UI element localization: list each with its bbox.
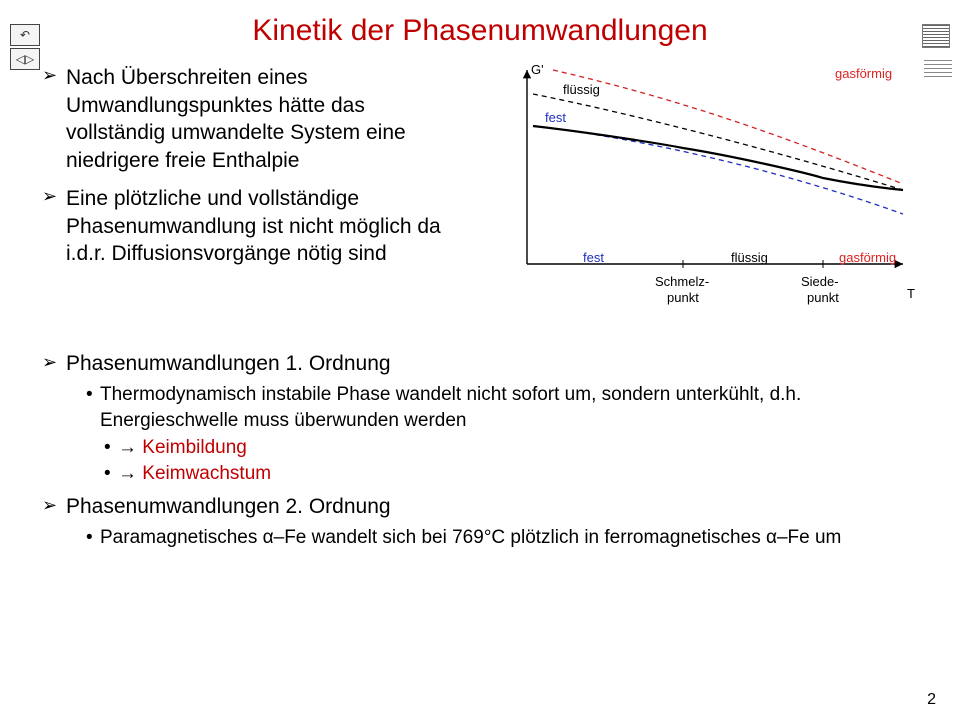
lbl-gas-top: gasförmig (835, 66, 892, 81)
keim2: Keimwachstum (142, 463, 271, 484)
page-title: Kinetik der Phasenumwandlungen (0, 14, 960, 48)
lbl-fest-bottom: fest (583, 250, 604, 265)
axis-x-label: T (907, 286, 915, 301)
lines-icon (924, 60, 952, 80)
bullet-1: Nach Überschreiten eines Umwandlungspunk… (46, 64, 466, 175)
ord2-heading: Phasenumwandlungen 2. Ordnung (66, 495, 391, 518)
nav-leftright-icon[interactable]: ◁▷ (10, 48, 40, 70)
axis-y-label: G' (531, 62, 544, 77)
keim1-arrow: → (118, 437, 142, 458)
ord2-sub: Paramagnetisches α–Fe wandelt sich bei 7… (86, 525, 920, 551)
lbl-fluessig-top: flüssig (563, 82, 600, 97)
tick2-label-bot: punkt (807, 290, 839, 305)
tick2-label-top: Siede- (801, 274, 839, 289)
tick1-label-bot: punkt (667, 290, 699, 305)
enthalpy-chart: G' T flüssig fest gasförmig fest flüssig… (483, 64, 923, 344)
keim2-arrow: → (118, 463, 142, 484)
nav-return-icon[interactable]: ↶ (10, 24, 40, 46)
menu-icon[interactable] (922, 24, 950, 48)
bullet-2: Eine plötzliche und vollständige Phasenu… (46, 185, 466, 268)
keim1: Keimbildung (142, 437, 247, 458)
ord1-heading: Phasenumwandlungen 1. Ordnung (66, 352, 391, 375)
lbl-gas-bottom: gasförmig (839, 250, 896, 265)
lbl-fluessig-bottom: flüssig (731, 250, 768, 265)
page-number: 2 (927, 691, 936, 707)
lbl-fest-top: fest (545, 110, 566, 125)
tick1-label-top: Schmelz- (655, 274, 709, 289)
ord1-sub: Thermodynamisch instabile Phase wandelt … (86, 382, 920, 433)
